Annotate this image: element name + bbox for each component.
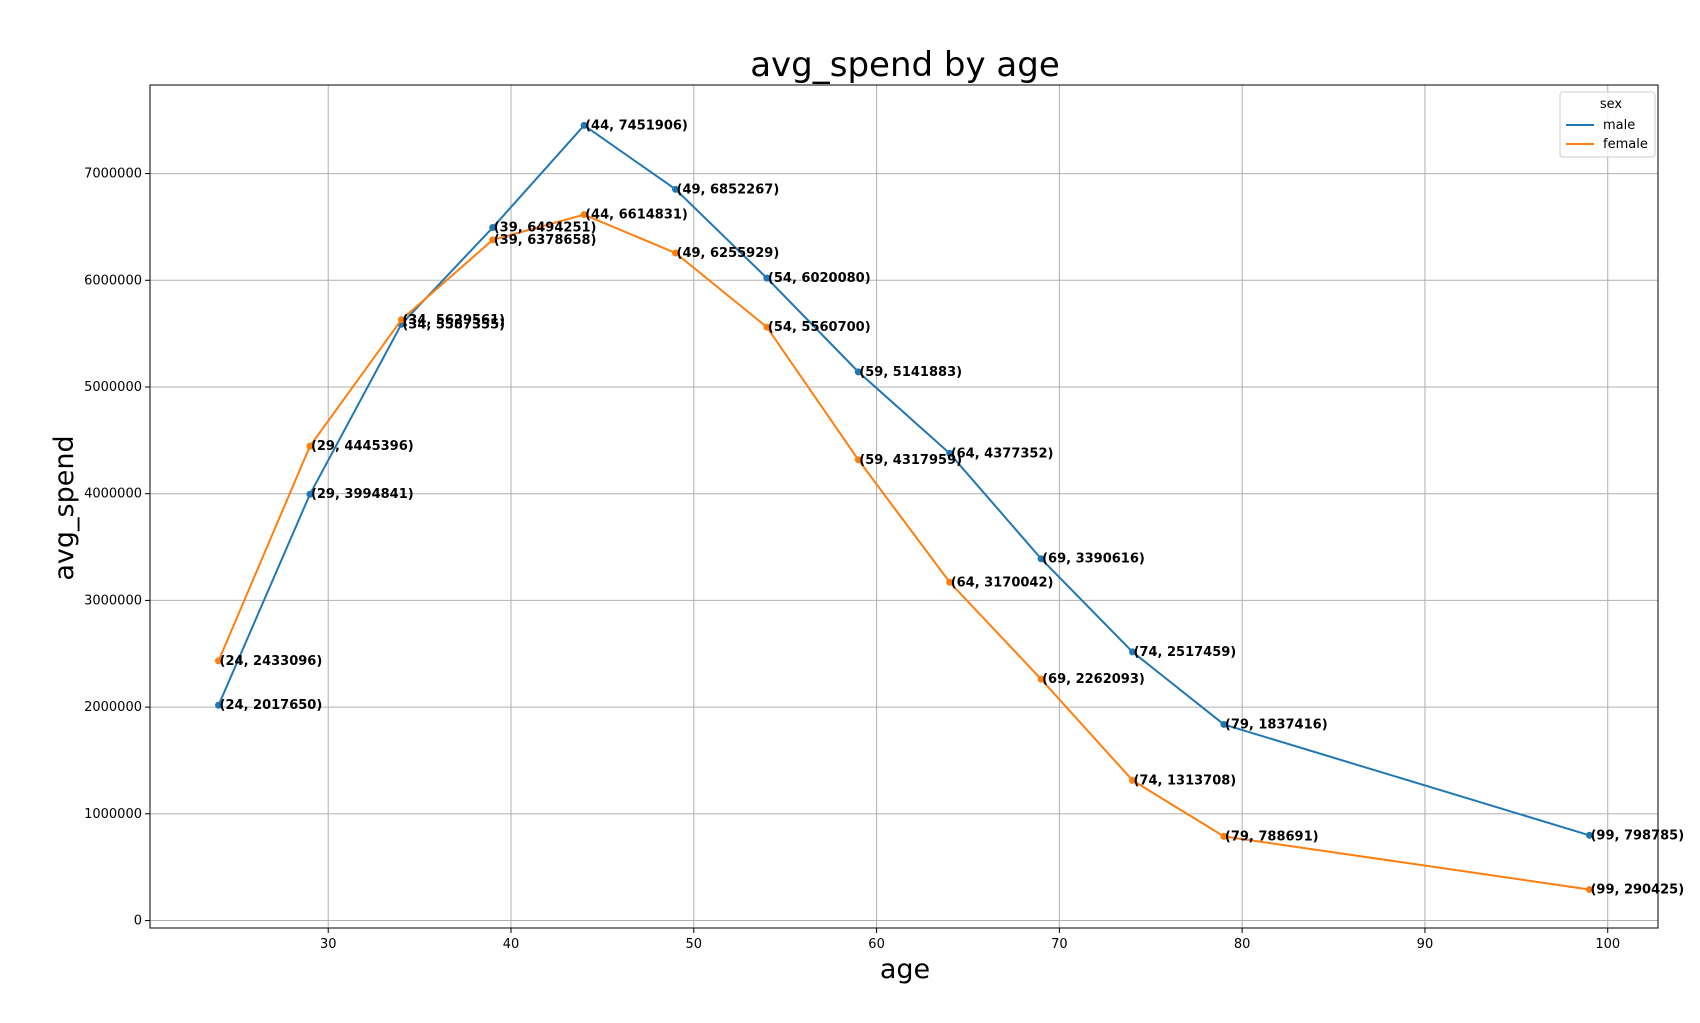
legend-label-male: male: [1603, 118, 1635, 133]
data-point-male: [854, 368, 862, 376]
y-tick-label: 2000000: [84, 700, 142, 715]
data-point-male: [580, 121, 588, 129]
data-label-male: (99, 798785): [1590, 828, 1684, 843]
x-tick-label: 30: [320, 937, 337, 952]
x-tick-label: 70: [1051, 937, 1068, 952]
data-label-female: (64, 3170042): [951, 575, 1054, 590]
data-point-female: [489, 236, 497, 244]
data-label-female: (29, 4445396): [311, 439, 414, 454]
legend-title: sex: [1600, 97, 1623, 112]
data-point-male: [1220, 720, 1228, 728]
data-label-male: (49, 6852267): [677, 182, 780, 197]
y-tick-label: 1000000: [84, 807, 142, 822]
data-point-male: [215, 701, 223, 709]
y-tick-label: 0: [134, 914, 142, 929]
data-label-female: (69, 2262093): [1042, 672, 1145, 687]
data-label-male: (54, 6020080): [768, 271, 871, 286]
data-point-male: [306, 490, 314, 498]
data-point-male: [763, 274, 771, 282]
data-label-male: (34, 5587355): [402, 317, 505, 332]
grid: [150, 85, 1658, 928]
data-point-female: [580, 211, 588, 219]
data-label-female: (39, 6378658): [494, 233, 597, 248]
y-tick-label: 4000000: [84, 487, 142, 502]
axes: 30 40 50 60 70 80 90 100 0 1000000 2000000 3000000 4…: [84, 84, 1659, 952]
data-label-female: (59, 4317959): [859, 453, 962, 468]
x-tick-label: 90: [1417, 937, 1434, 952]
data-label-female: (34, 5629561): [402, 313, 505, 328]
data-point-female: [397, 316, 405, 324]
chart-title: avg_spend by age: [750, 45, 1060, 85]
data-point-female: [854, 456, 862, 464]
data-point-female: [672, 249, 680, 257]
data-point-female: [1128, 776, 1136, 784]
plot-frame: [149, 84, 1659, 929]
series-lines: [215, 121, 1593, 894]
data-point-male: [1128, 648, 1136, 656]
x-tick-label: 50: [686, 937, 703, 952]
legend-label-female: female: [1603, 137, 1648, 152]
x-axis-label: age: [880, 954, 930, 985]
y-axis-label: avg_spend: [49, 435, 80, 580]
data-point-female: [215, 657, 223, 665]
data-label-female: (24, 2433096): [220, 654, 323, 669]
data-label-female: (49, 6255929): [677, 246, 780, 261]
data-label-female: (99, 290425): [1590, 883, 1684, 898]
data-point-female: [763, 323, 771, 331]
x-tick-label: 40: [503, 937, 520, 952]
data-label-male: (44, 7451906): [585, 118, 688, 133]
data-label-female: (74, 1313708): [1133, 773, 1236, 788]
data-label-male: (79, 1837416): [1225, 717, 1328, 732]
series-line-male: [217, 124, 1590, 837]
data-point-female: [1220, 832, 1228, 840]
data-point-male: [489, 224, 497, 232]
x-tick-label: 80: [1234, 937, 1251, 952]
y-tick-label: 7000000: [84, 167, 142, 182]
y-tick-label: 3000000: [84, 593, 142, 608]
y-tick-label: 5000000: [84, 380, 142, 395]
data-label-female: (79, 788691): [1225, 829, 1319, 844]
data-labels: (24, 2017650)(29, 3994841)(34, 5587355)(…: [220, 118, 1685, 897]
data-label-male: (74, 2517459): [1133, 645, 1236, 660]
legend: sex male female: [1559, 91, 1656, 158]
data-point-female: [1585, 886, 1593, 894]
data-point-female: [1037, 675, 1045, 683]
x-tick-label: 100: [1595, 937, 1620, 952]
data-point-male: [672, 185, 680, 193]
x-tick-label: 60: [868, 937, 885, 952]
data-point-female: [946, 578, 954, 586]
data-point-female: [306, 442, 314, 450]
data-label-male: (24, 2017650): [220, 698, 323, 713]
data-label-male: (29, 3994841): [311, 487, 414, 502]
data-label-male: (39, 6494251): [494, 221, 597, 236]
data-point-male: [1037, 555, 1045, 563]
data-label-female: (54, 5560700): [768, 320, 871, 335]
data-point-male: [946, 449, 954, 457]
data-point-male: [1585, 831, 1593, 839]
legend-box: [1559, 91, 1656, 158]
data-label-male: (59, 5141883): [859, 365, 962, 380]
data-label-female: (44, 6614831): [585, 208, 688, 223]
y-tick-label: 6000000: [84, 273, 142, 288]
data-label-male: (69, 3390616): [1042, 552, 1145, 567]
data-label-male: (64, 4377352): [951, 446, 1054, 461]
